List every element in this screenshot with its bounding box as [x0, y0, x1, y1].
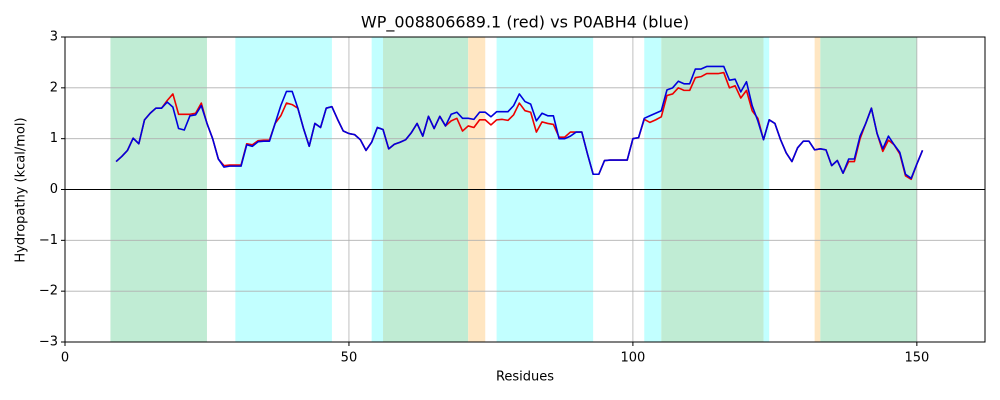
y-tick-label: 1: [50, 131, 58, 146]
x-tick-label: 0: [61, 351, 69, 366]
x-axis-label: Residues: [496, 370, 554, 385]
y-tick-label: 2: [50, 80, 58, 95]
y-tick-label: −1: [39, 233, 58, 248]
chart-title: WP_008806689.1 (red) vs P0ABH4 (blue): [361, 13, 689, 33]
series-line: [115, 65, 924, 180]
y-tick-label: 0: [50, 182, 58, 197]
y-tick-label: −2: [39, 284, 58, 299]
y-tick-label: −3: [39, 335, 58, 350]
y-axis-label: Hydropathy (kcal/mol): [14, 117, 29, 262]
plot-frame: [64, 36, 986, 343]
y-tick-label: 3: [50, 30, 58, 45]
x-tick-label: 100: [620, 351, 645, 366]
x-tick-label: 50: [341, 351, 358, 366]
x-tick-label: 150: [904, 351, 929, 366]
